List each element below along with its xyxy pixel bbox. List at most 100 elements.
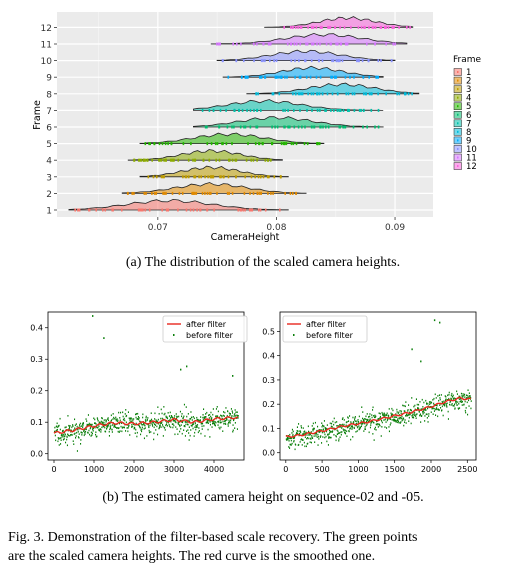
rug-mark [260, 59, 263, 63]
data-point [92, 430, 94, 432]
data-point [107, 417, 109, 419]
data-point-outlier [103, 337, 105, 339]
rug-mark [284, 108, 286, 112]
data-point [396, 408, 398, 411]
data-point [299, 441, 301, 443]
data-point [114, 417, 116, 420]
rug-mark [345, 92, 348, 96]
data-point [100, 422, 102, 424]
data-point [104, 423, 106, 426]
data-point [168, 415, 170, 417]
data-point [390, 422, 392, 424]
data-point [130, 420, 132, 423]
rug-mark [126, 191, 129, 195]
data-point [55, 430, 57, 432]
data-point [369, 413, 371, 415]
data-point [430, 411, 432, 413]
data-point [116, 427, 118, 429]
data-point [446, 406, 448, 408]
data-point [205, 416, 207, 418]
rug-mark [164, 142, 167, 146]
rug-mark [232, 42, 234, 46]
data-point [219, 427, 221, 430]
data-point [155, 419, 157, 421]
data-point [390, 418, 392, 420]
legend-swatch-dot [457, 147, 459, 150]
data-point [328, 429, 330, 432]
rug-mark [362, 125, 364, 129]
data-point [111, 431, 113, 433]
data-point [400, 410, 402, 413]
data-point [222, 420, 224, 423]
rug-mark [307, 25, 309, 29]
data-point [344, 429, 346, 432]
data-point [456, 393, 458, 395]
data-point [456, 404, 458, 406]
data-point [139, 427, 141, 429]
rug-mark [217, 42, 220, 46]
data-point [368, 416, 370, 418]
rug-mark [209, 175, 212, 179]
rug-mark [208, 108, 211, 112]
data-point [133, 427, 135, 430]
data-point [62, 438, 64, 441]
rug-mark [249, 108, 252, 112]
data-point [344, 429, 346, 431]
data-point [184, 425, 186, 428]
data-point [207, 422, 209, 424]
data-point [121, 430, 123, 433]
rug-mark [300, 92, 303, 96]
data-point [338, 440, 340, 442]
data-point [171, 423, 173, 425]
data-point [161, 421, 163, 424]
data-point [112, 418, 114, 420]
rug-mark [95, 208, 97, 212]
y-tick-label-8: 8 [46, 90, 52, 100]
data-point [307, 425, 309, 428]
data-point [142, 423, 144, 426]
rug-mark [394, 42, 396, 46]
data-point [285, 438, 287, 441]
rug-mark [284, 75, 286, 79]
rug-mark [143, 158, 145, 162]
rug-mark [161, 142, 164, 146]
data-point [131, 426, 133, 428]
data-point [358, 421, 360, 423]
data-point [197, 431, 199, 434]
rug-mark [364, 25, 366, 29]
rug-mark [407, 92, 410, 96]
data-point [192, 427, 194, 430]
data-point [94, 422, 96, 424]
data-point [362, 422, 364, 425]
data-point [349, 427, 351, 429]
data-point [301, 444, 303, 446]
data-point [457, 401, 459, 403]
data-point [144, 424, 146, 427]
data-point [383, 414, 385, 417]
data-point [324, 436, 326, 439]
rug-mark [325, 42, 328, 46]
data-point [145, 420, 147, 423]
rug-mark [220, 175, 222, 179]
rug-marks-9 [227, 75, 379, 79]
data-point [164, 426, 166, 429]
y-tick-label: 0.3 [262, 376, 275, 385]
rug-mark [121, 208, 123, 212]
rug-mark [372, 25, 375, 29]
data-point [352, 436, 354, 438]
data-point [464, 409, 466, 412]
rug-mark [264, 208, 267, 212]
rug-mark [206, 208, 209, 212]
data-point [450, 400, 452, 402]
data-point [341, 425, 343, 428]
data-point [192, 416, 194, 418]
rug-mark [287, 108, 289, 112]
data-point [424, 420, 426, 422]
rug-mark [260, 191, 262, 195]
data-point [433, 410, 435, 412]
data-point [293, 440, 295, 443]
data-point [158, 426, 160, 429]
data-point [95, 423, 97, 425]
data-point [176, 416, 178, 418]
rug-mark [283, 142, 286, 146]
